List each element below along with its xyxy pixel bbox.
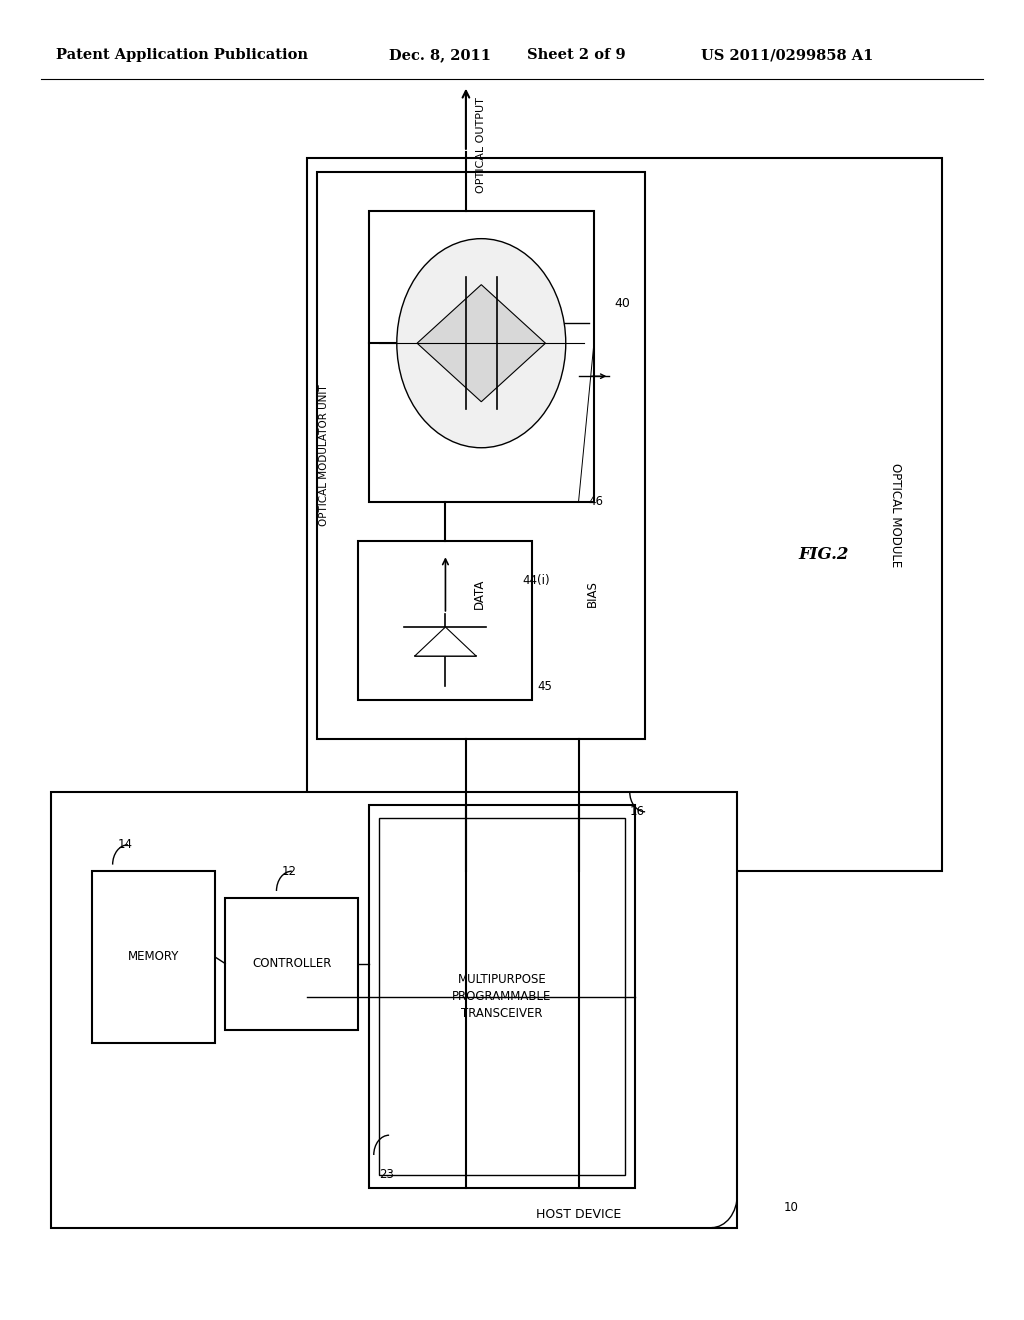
- Text: 12: 12: [282, 865, 297, 878]
- Bar: [379, 818, 625, 1175]
- Text: Dec. 8, 2011: Dec. 8, 2011: [389, 49, 492, 62]
- Text: HOST DEVICE: HOST DEVICE: [536, 1208, 622, 1221]
- Text: Sheet 2 of 9: Sheet 2 of 9: [527, 49, 626, 62]
- Text: DATA: DATA: [473, 578, 486, 610]
- Bar: [317, 172, 645, 739]
- Text: 23: 23: [379, 1168, 394, 1181]
- Text: OPTICAL OUTPUT: OPTICAL OUTPUT: [476, 98, 486, 193]
- Text: 16: 16: [630, 805, 645, 818]
- Text: 46: 46: [589, 495, 604, 508]
- Text: 45: 45: [538, 680, 553, 693]
- Text: MULTIPURPOSE
PROGRAMMABLE
TRANSCEIVER: MULTIPURPOSE PROGRAMMABLE TRANSCEIVER: [452, 973, 552, 1020]
- Text: OPTICAL MODULE: OPTICAL MODULE: [890, 463, 902, 566]
- Text: US 2011/0299858 A1: US 2011/0299858 A1: [701, 49, 873, 62]
- Polygon shape: [417, 285, 546, 401]
- Bar: [307, 158, 942, 871]
- Polygon shape: [415, 627, 476, 656]
- Text: 44(i): 44(i): [522, 574, 550, 587]
- Text: 40: 40: [614, 297, 631, 310]
- Text: Patent Application Publication: Patent Application Publication: [56, 49, 308, 62]
- Text: CONTROLLER: CONTROLLER: [252, 957, 332, 970]
- Text: FIG.2: FIG.2: [799, 546, 849, 562]
- Text: 14: 14: [118, 838, 133, 851]
- Bar: [358, 541, 532, 700]
- Bar: [225, 898, 358, 1030]
- Text: MEMORY: MEMORY: [128, 950, 179, 964]
- Bar: [369, 211, 594, 502]
- Text: BIAS: BIAS: [586, 581, 599, 607]
- Bar: [51, 792, 737, 1228]
- Text: OPTICAL MODULATOR UNIT: OPTICAL MODULATOR UNIT: [318, 384, 329, 527]
- Bar: [369, 805, 635, 1188]
- Text: 10: 10: [783, 1201, 799, 1214]
- Bar: [92, 871, 215, 1043]
- Ellipse shape: [396, 239, 565, 447]
